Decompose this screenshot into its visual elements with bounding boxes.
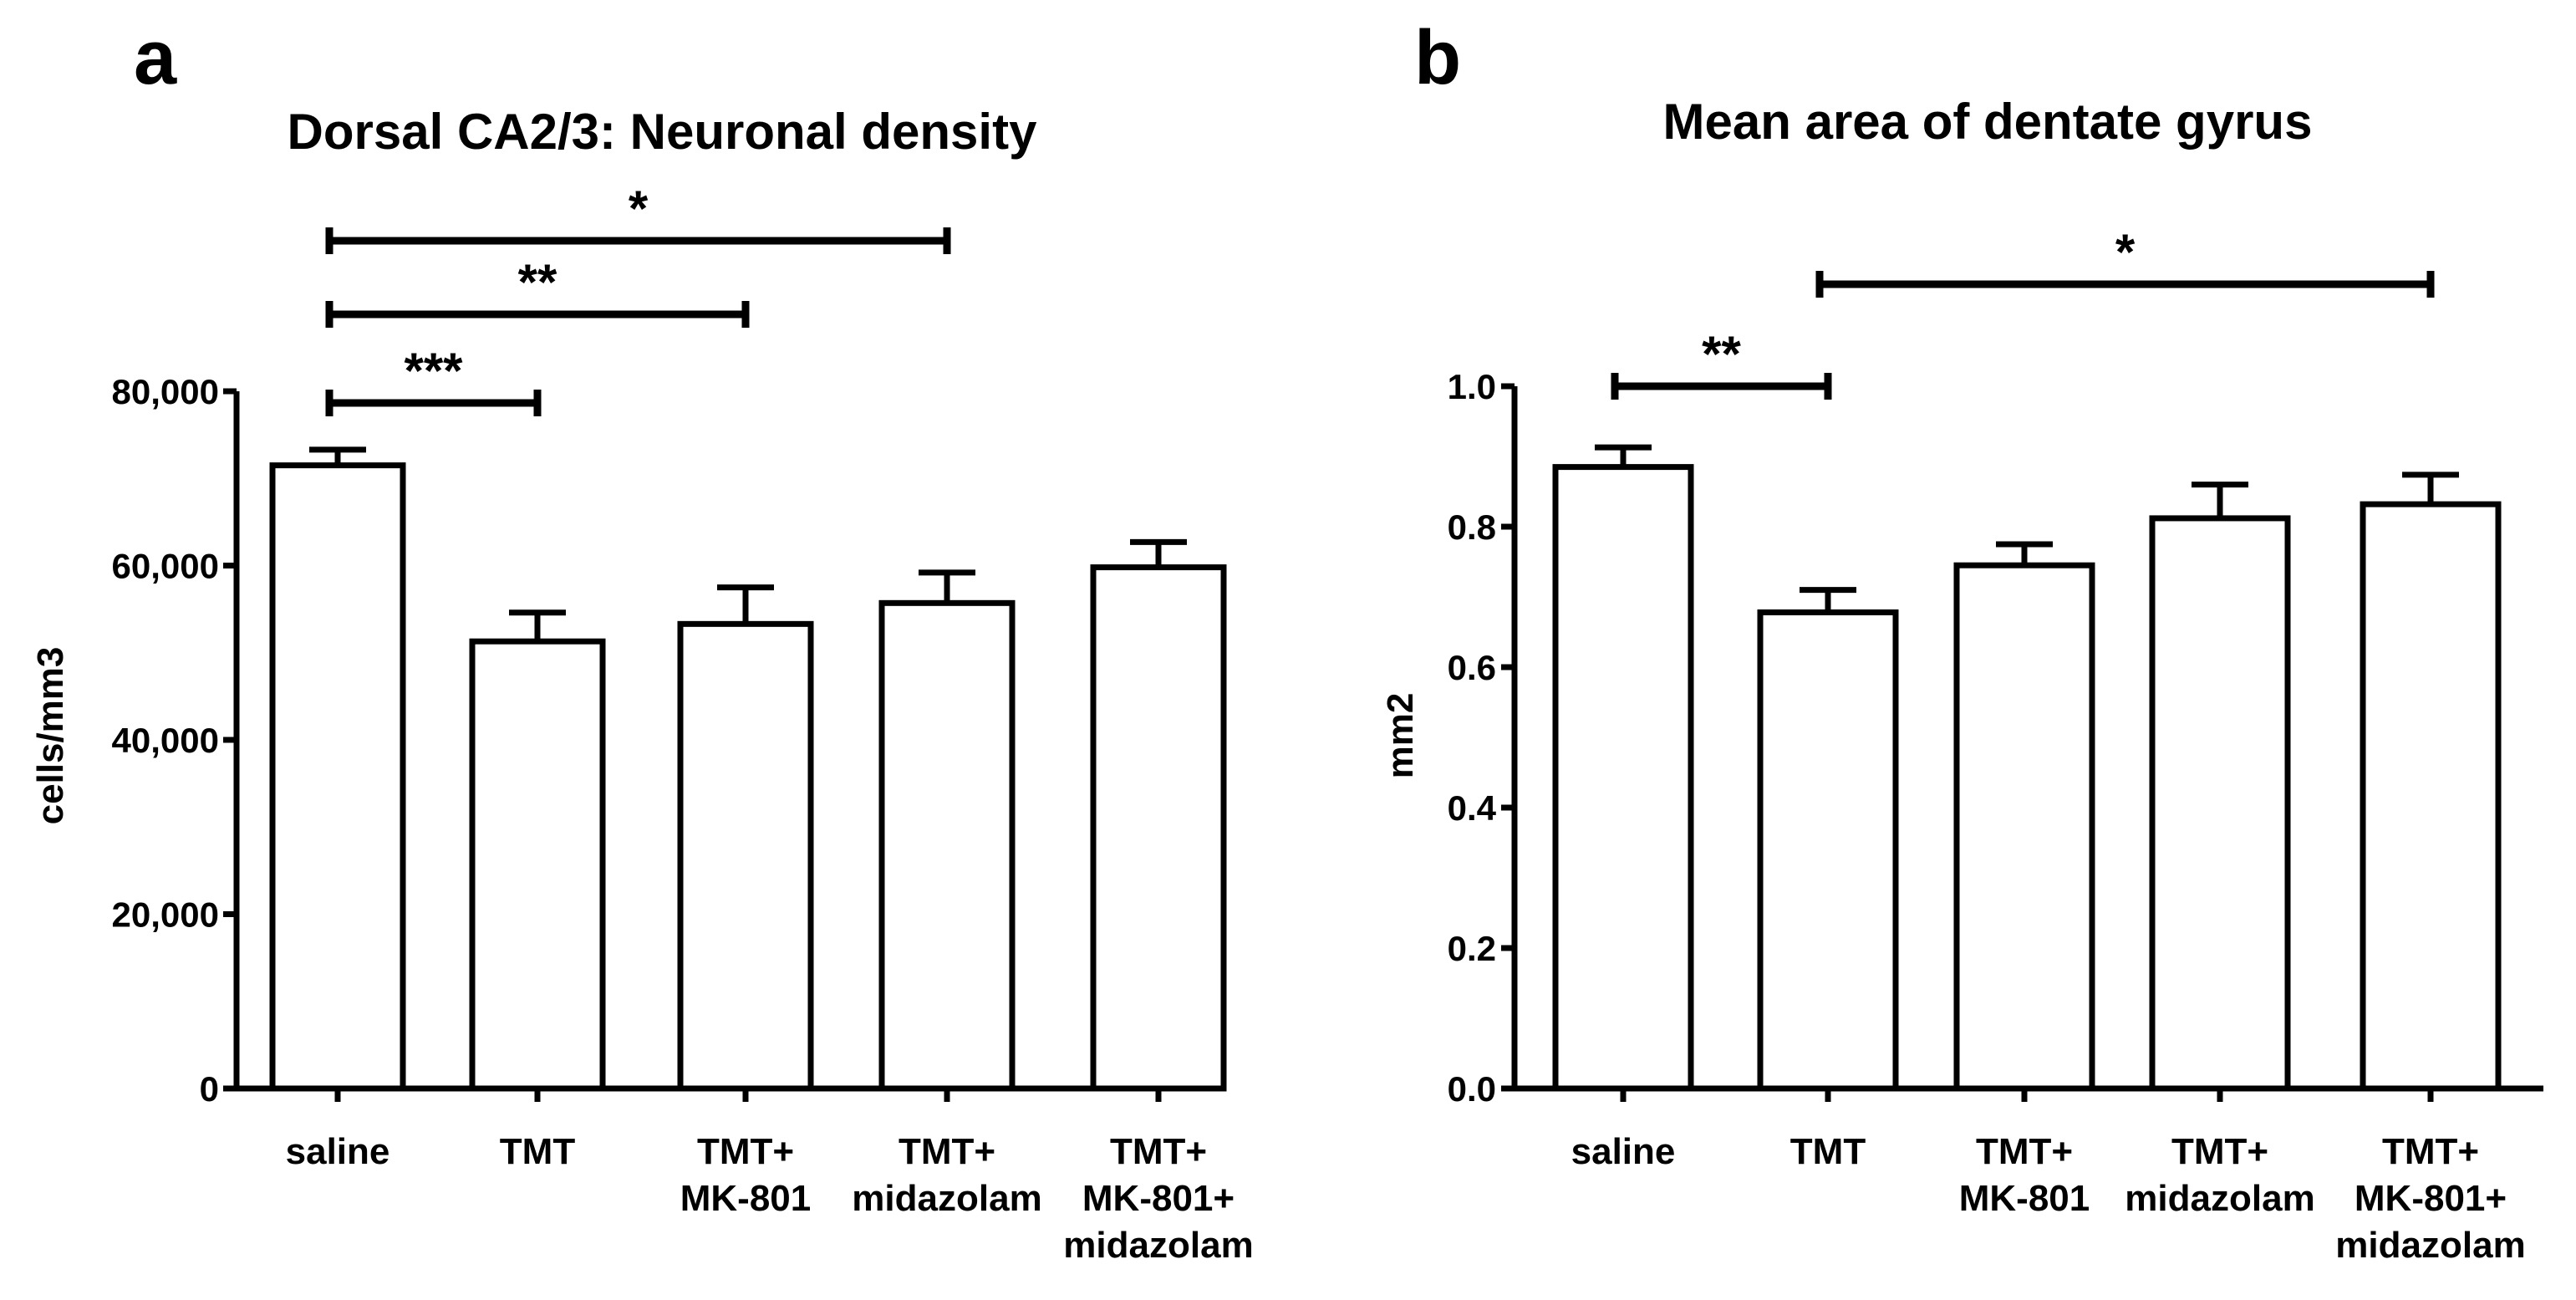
bar	[2149, 515, 2291, 1092]
panel-b-y-axis-label: mm2	[1380, 693, 1421, 779]
y-tick-label: 40,000	[112, 721, 219, 760]
category-label: MK-801+	[2355, 1178, 2507, 1219]
bar	[469, 638, 606, 1092]
category-label: TMT+	[1110, 1131, 1207, 1172]
category-label: midazolam	[1063, 1225, 1253, 1266]
panel-b-letter: b	[1414, 15, 1461, 100]
category-label: midazolam	[2335, 1225, 2525, 1266]
panel-a-letter: a	[134, 15, 177, 100]
significance-label: *	[2115, 224, 2136, 280]
category-label: MK-801	[680, 1178, 812, 1219]
category-label: midazolam	[852, 1178, 1041, 1219]
panel-b-chart: b Mean area of dentate gyrus mm2 0.0 0.2 0…	[1380, 15, 2543, 1266]
category-label: saline	[1571, 1131, 1676, 1172]
y-tick-label: 0	[200, 1069, 219, 1109]
category-label: TMT+	[1976, 1131, 2073, 1172]
category-label: TMT	[1790, 1131, 1866, 1172]
category-label: MK-801+	[1082, 1178, 1235, 1219]
panel-a-y-axis-label: cells/mm3	[30, 647, 71, 825]
category-label: TMT+	[2171, 1131, 2268, 1172]
panel-a-title: Dorsal CA2/3: Neuronal density	[288, 104, 1038, 160]
bar	[677, 620, 814, 1092]
category-label: TMT+	[899, 1131, 995, 1172]
bar	[2360, 501, 2502, 1092]
panel-b-title: Mean area of dentate gyrus	[1663, 94, 2313, 150]
category-label: TMT+	[697, 1131, 794, 1172]
y-tick-label: 0.2	[1448, 929, 1496, 968]
y-tick-label: 60,000	[112, 547, 219, 586]
significance-label: *	[629, 181, 649, 237]
bar	[1552, 464, 1694, 1092]
y-tick-label: 20,000	[112, 895, 219, 935]
significance-label: **	[1702, 326, 1741, 382]
category-label: TMT	[500, 1131, 576, 1172]
significance-label: ***	[404, 343, 463, 399]
panel-a-chart: a Dorsal CA2/3: Neuronal density cells/m…	[30, 15, 1254, 1266]
category-label: midazolam	[2125, 1178, 2314, 1219]
category-label: TMT+	[2382, 1131, 2479, 1172]
y-tick-label: 0.4	[1448, 788, 1497, 828]
y-tick-label: 0.6	[1448, 648, 1496, 687]
bar	[1090, 564, 1227, 1092]
significance-label: **	[518, 254, 557, 310]
y-tick-label: 0.0	[1448, 1069, 1496, 1109]
category-label: saline	[286, 1131, 390, 1172]
y-tick-label: 80,000	[112, 372, 219, 411]
y-tick-label: 0.8	[1448, 507, 1496, 547]
y-tick-label: 1.0	[1448, 367, 1496, 406]
bar	[1757, 609, 1899, 1092]
bar	[269, 462, 406, 1092]
bar	[1953, 562, 2095, 1092]
category-label: MK-801	[1959, 1178, 2090, 1219]
bar	[878, 599, 1016, 1092]
